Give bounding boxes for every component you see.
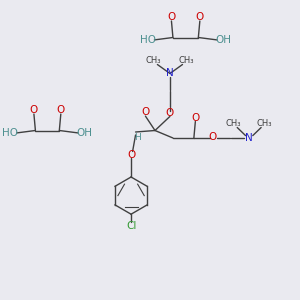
Text: O: O	[208, 132, 217, 142]
Text: HO: HO	[140, 35, 155, 45]
Text: O: O	[141, 107, 150, 117]
Text: OH: OH	[76, 128, 92, 138]
Text: N: N	[166, 68, 174, 79]
Text: Cl: Cl	[126, 220, 136, 231]
Text: O: O	[196, 12, 204, 22]
Text: HO: HO	[2, 128, 18, 138]
Text: O: O	[167, 12, 175, 22]
Text: CH₃: CH₃	[178, 56, 194, 65]
Text: CH₃: CH₃	[146, 56, 161, 65]
Text: N: N	[245, 133, 253, 143]
Text: CH₃: CH₃	[257, 119, 272, 128]
Text: O: O	[30, 105, 38, 115]
Text: H: H	[134, 133, 140, 142]
Text: O: O	[166, 107, 174, 118]
Text: OH: OH	[215, 35, 231, 45]
Text: O: O	[127, 149, 135, 160]
Text: O: O	[191, 112, 200, 123]
Text: O: O	[57, 105, 65, 115]
Text: CH₃: CH₃	[226, 119, 242, 128]
